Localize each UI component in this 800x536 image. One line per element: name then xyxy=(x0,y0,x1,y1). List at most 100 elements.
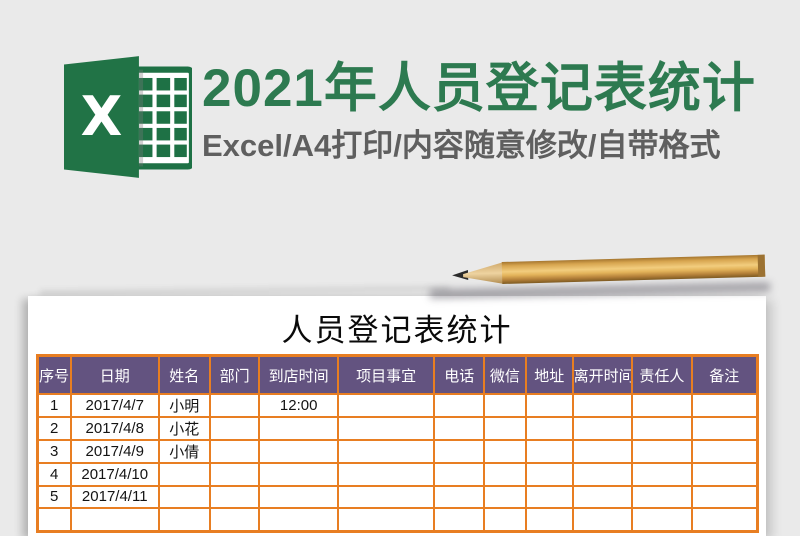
table-cell xyxy=(433,462,486,487)
logo-grid xyxy=(129,66,192,170)
table-row: 5 2017/4/11 xyxy=(36,484,758,509)
table-cell xyxy=(483,393,527,418)
table-cell xyxy=(258,462,339,487)
table-cell xyxy=(524,507,574,532)
table-cell xyxy=(524,393,574,418)
banner-text-block: 2021年人员登记表统计 Excel/A4打印/内容随意修改/自带格式 xyxy=(202,56,777,166)
column-header: 部门 xyxy=(208,354,261,395)
table-cell: 12:00 xyxy=(258,393,339,418)
wooden-pencil-icon xyxy=(452,254,766,284)
column-header: 责任人 xyxy=(630,354,694,395)
table-cell xyxy=(208,507,261,532)
logo-book-shape xyxy=(64,56,139,178)
table-cell xyxy=(433,416,486,441)
table-cell xyxy=(336,439,436,464)
promo-banner: X 2021年人员登记表统计 Excel/A4打印/内容随意修改/自带格式 xyxy=(0,0,800,210)
table-cell xyxy=(691,393,758,418)
table-cell: 2017/4/10 xyxy=(69,462,160,487)
table-cell xyxy=(258,416,339,441)
table-cell xyxy=(36,507,72,532)
table-cell xyxy=(208,484,261,509)
column-header: 姓名 xyxy=(157,354,211,395)
table-cell xyxy=(630,393,694,418)
table-cell xyxy=(433,393,486,418)
table-cell xyxy=(571,507,633,532)
table-cell xyxy=(157,507,211,532)
table-cell xyxy=(157,462,211,487)
table-row: 2 2017/4/8 小花 xyxy=(36,416,758,441)
table-cell: 2017/4/7 xyxy=(69,393,160,418)
table-cell: 3 xyxy=(36,439,72,464)
table-cell xyxy=(524,439,574,464)
column-header: 到店时间 xyxy=(258,354,339,395)
table-cell xyxy=(571,462,633,487)
table-row: 1 2017/4/7 小明 12:00 xyxy=(36,393,758,418)
table-cell xyxy=(630,484,694,509)
table-cell xyxy=(433,439,486,464)
table-cell xyxy=(258,439,339,464)
table-cell xyxy=(524,462,574,487)
table-cell: 4 xyxy=(36,462,72,487)
table-cell xyxy=(433,484,486,509)
table-cell xyxy=(630,462,694,487)
table-cell: 小倩 xyxy=(157,439,211,464)
table-cell xyxy=(691,439,758,464)
table-cell xyxy=(208,393,261,418)
column-header: 地址 xyxy=(524,354,574,395)
sheet-card: 人员登记表统计 序号 日期 姓名 部门 到店时间 项目事宜 电话 微信 地址 离开时间 责任人 备注 … xyxy=(28,296,766,536)
table-row: 4 2017/4/10 xyxy=(36,462,758,487)
table-cell xyxy=(630,439,694,464)
column-header: 电话 xyxy=(433,354,486,395)
table-cell xyxy=(258,507,339,532)
banner-subtitle: Excel/A4打印/内容随意修改/自带格式 xyxy=(202,128,721,163)
table-cell xyxy=(630,416,694,441)
table-cell xyxy=(336,507,436,532)
table-cell xyxy=(208,439,261,464)
table-cell xyxy=(483,507,527,532)
table-cell xyxy=(157,484,211,509)
banner-title: 2021年人员登记表统计 xyxy=(202,59,756,118)
table-cell xyxy=(691,416,758,441)
table-cell: 5 xyxy=(36,484,72,509)
table-row: 3 2017/4/9 小倩 xyxy=(36,439,758,464)
table-cell xyxy=(691,507,758,532)
table-cell xyxy=(483,416,527,441)
table-cell: 2017/4/8 xyxy=(69,416,160,441)
excel-logo-icon: X xyxy=(64,56,192,178)
sheet-title: 人员登记表统计 xyxy=(281,313,513,348)
table-cell xyxy=(336,416,436,441)
table-cell xyxy=(258,484,339,509)
table-cell xyxy=(571,484,633,509)
table-cell: 2017/4/11 xyxy=(69,484,160,509)
column-header: 项目事宜 xyxy=(336,354,436,395)
table-cell: 小花 xyxy=(157,416,211,441)
table-row xyxy=(36,507,758,532)
table-cell xyxy=(69,507,160,532)
table-cell xyxy=(691,484,758,509)
table-cell xyxy=(483,439,527,464)
table-cell: 1 xyxy=(36,393,72,418)
table-cell xyxy=(336,462,436,487)
table-cell xyxy=(571,439,633,464)
table-cell xyxy=(336,484,436,509)
column-header: 离开时间 xyxy=(571,354,633,395)
table-cell xyxy=(691,462,758,487)
column-header: 日期 xyxy=(69,354,160,395)
table-cell xyxy=(571,393,633,418)
table-cell xyxy=(483,484,527,509)
table-cell xyxy=(524,484,574,509)
table-cell xyxy=(630,507,694,532)
table-header-row: 序号 日期 姓名 部门 到店时间 项目事宜 电话 微信 地址 离开时间 责任人 备注 xyxy=(36,354,758,395)
table-cell xyxy=(524,416,574,441)
table-cell xyxy=(571,416,633,441)
table-cell xyxy=(433,507,486,532)
table-cell xyxy=(483,462,527,487)
column-header: 微信 xyxy=(483,354,527,395)
table-cell: 小明 xyxy=(157,393,211,418)
column-header: 备注 xyxy=(691,354,758,395)
table-cell: 2017/4/9 xyxy=(69,439,160,464)
logo-x-letter: X xyxy=(81,85,123,148)
column-header: 序号 xyxy=(36,354,72,395)
table-cell xyxy=(336,393,436,418)
